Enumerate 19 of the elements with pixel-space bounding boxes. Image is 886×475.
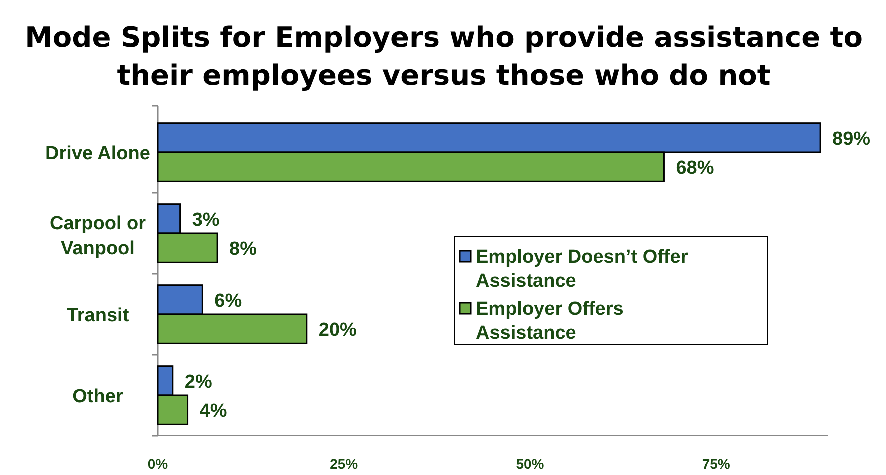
- x-tick-label: 75%: [702, 456, 731, 472]
- x-tick-label: 0%: [148, 456, 169, 472]
- data-label: 2%: [184, 372, 212, 393]
- y-tick-label: Carpool or Vanpool: [50, 214, 147, 260]
- legend-label: Employer Doesn’t Offer Assistance: [476, 247, 689, 292]
- data-label: 20%: [318, 320, 358, 342]
- x-tick-label: 25%: [330, 456, 359, 472]
- legend-label: Employer Offers Assistance: [476, 299, 624, 344]
- y-tick-label: Drive Alone: [46, 144, 150, 164]
- chart-title: Mode Splits for Employers who provide assistance to their employees versus those who do not: [25, 21, 863, 92]
- y-tick-label: Transit: [66, 306, 130, 326]
- data-label: 6%: [214, 290, 242, 312]
- data-label: 89%: [832, 128, 871, 150]
- data-label: 3%: [192, 210, 220, 231]
- x-tick-label: 50%: [516, 456, 545, 472]
- data-label: 4%: [200, 401, 228, 422]
- y-tick-label: Other: [72, 386, 124, 408]
- data-label: 8%: [230, 239, 258, 260]
- data-label: 68%: [676, 158, 714, 180]
